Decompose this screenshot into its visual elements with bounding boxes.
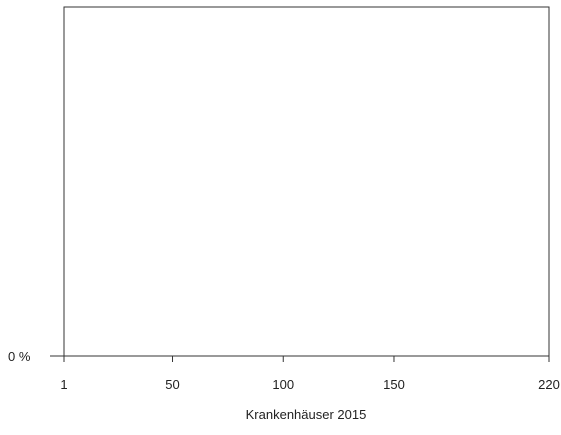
x-tick-label: 50 [165,377,179,392]
x-axis-label: Krankenhäuser 2015 [246,407,367,422]
x-tick-label: 1 [60,377,67,392]
x-tick-label: 100 [272,377,294,392]
plot-area-frame [63,6,550,357]
x-tick-label: 220 [538,377,560,392]
y-axis: 0 % [8,349,64,364]
y-tick-label: 0 % [8,349,31,364]
x-axis: 1 50 100 150 220 [60,356,560,392]
x-tick-label: 150 [383,377,405,392]
